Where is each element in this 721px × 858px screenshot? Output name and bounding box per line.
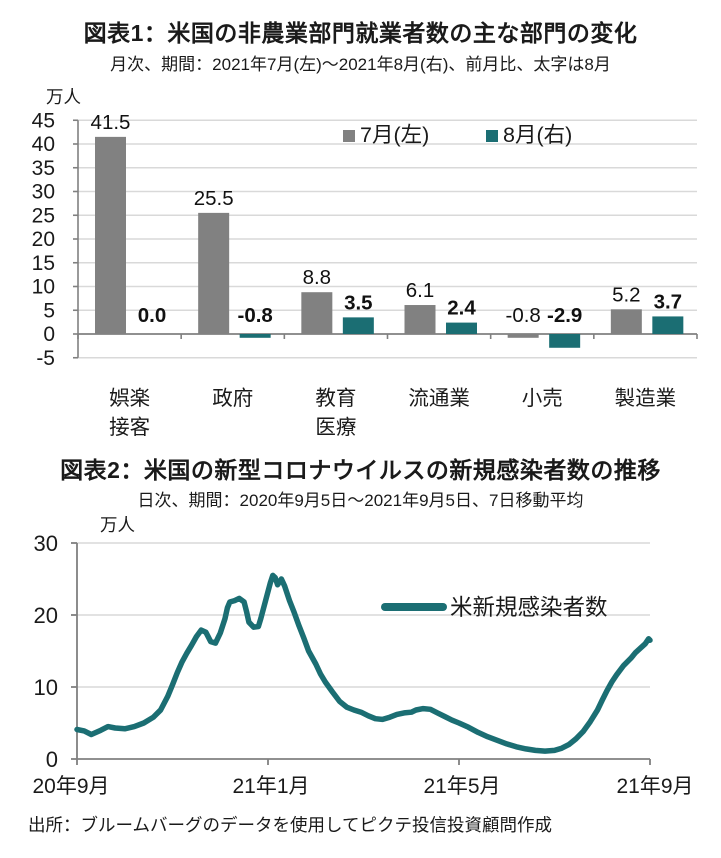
bar-7月(左)-2 (301, 292, 333, 334)
y-tick-label: 15 (32, 252, 55, 275)
y-tick-label: 0 (43, 323, 55, 346)
y-tick-label: 25 (32, 204, 55, 227)
value-label-7月(左)-5: 5.2 (612, 283, 641, 306)
y-tick-label: 45 (32, 110, 55, 132)
bar-8月(右)-2 (342, 317, 374, 334)
value-label-8月(右)-1: -0.8 (238, 304, 273, 327)
x-tick-label: 21年1月 (232, 775, 309, 798)
legend-label-cases: 米新規感染者数 (450, 595, 608, 620)
x-tick-label: 21年9月 (616, 775, 693, 798)
category-label-0: 接客 (109, 416, 150, 439)
y-tick-label: 10 (34, 675, 58, 700)
y-tick-label: 40 (32, 133, 55, 156)
chart1-subtitle: 月次、期間：2021年7月(左)～2021年8月(右)、前月比、太字は8月 (110, 55, 611, 74)
category-label-5: 製造業 (615, 387, 677, 410)
value-label-8月(右)-3: 2.4 (447, 297, 476, 320)
value-label-8月(右)-4: -2.9 (547, 304, 582, 327)
value-label-8月(右)-0: 0.0 (138, 304, 167, 327)
y-tick-label: 5 (43, 299, 55, 322)
y-tick-label: 10 (32, 276, 55, 299)
value-label-7月(左)-2: 8.8 (303, 266, 332, 289)
y-tick-label: 20 (32, 228, 55, 251)
value-label-7月(左)-3: 6.1 (406, 279, 435, 302)
bar-8月(右)-1 (239, 334, 271, 338)
legend-label-july: 7月(左) (360, 123, 429, 147)
category-label-2: 医療 (315, 416, 356, 439)
bar-8月(右)-3 (446, 322, 477, 334)
category-label-4: 小売 (522, 387, 563, 410)
y-tick-label: 30 (34, 531, 58, 556)
covid-cases-line (74, 572, 653, 754)
category-label-3: 流通業 (408, 387, 470, 410)
bar-7月(左)-4 (507, 334, 539, 338)
x-tick-label: 20年9月 (32, 775, 109, 798)
value-label-7月(左)-1: 25.5 (194, 187, 234, 210)
chart1-title: 図表1：米国の非農業部門就業者数の主な部門の変化 (83, 20, 638, 46)
value-label-7月(左)-4: -0.8 (506, 304, 541, 327)
chart1-unit-label: 万人 (46, 87, 81, 107)
chart2-line-chart: 30 20 10 0 20年9月 21年1月 21年5月 21年9月 米新規感染者数 (32, 531, 693, 798)
value-label-7月(左)-0: 41.5 (91, 111, 131, 134)
x-tick-label: 21年5月 (423, 775, 500, 798)
source-note: 出所：ブルームバーグのデータを使用してピクテ投信投資顧問作成 (28, 815, 552, 835)
y-tick-label: -5 (36, 347, 55, 370)
chart2-title: 図表2：米国の新型コロナウイルスの新規感染者数の推移 (60, 457, 661, 483)
bar-8月(右)-4 (549, 334, 581, 348)
y-tick-label: 20 (34, 603, 58, 628)
chart2-subtitle: 日次、期間：2020年9月5日～2021年9月5日、7日移動平均 (137, 491, 584, 510)
category-label-0: 娯楽 (109, 387, 150, 410)
bar-8月(右)-5 (652, 316, 684, 334)
value-label-8月(右)-5: 3.7 (654, 290, 683, 313)
legend-swatch-july (343, 130, 355, 142)
bar-7月(左)-3 (404, 305, 436, 334)
bar-7月(左)-1 (198, 212, 230, 334)
category-label-1: 政府 (212, 387, 253, 410)
category-label-2: 教育 (315, 387, 356, 410)
y-tick-label: 30 (32, 181, 55, 204)
bar-7月(左)-0 (95, 136, 126, 334)
chart2-unit-label: 万人 (100, 515, 135, 535)
y-tick-label: 35 (32, 157, 55, 180)
legend-label-august: 8月(右) (503, 123, 572, 147)
value-label-8月(右)-2: 3.5 (344, 291, 373, 314)
bar-7月(左)-5 (610, 309, 642, 334)
legend-swatch-august (486, 130, 498, 142)
y-tick-label: 0 (46, 747, 58, 772)
